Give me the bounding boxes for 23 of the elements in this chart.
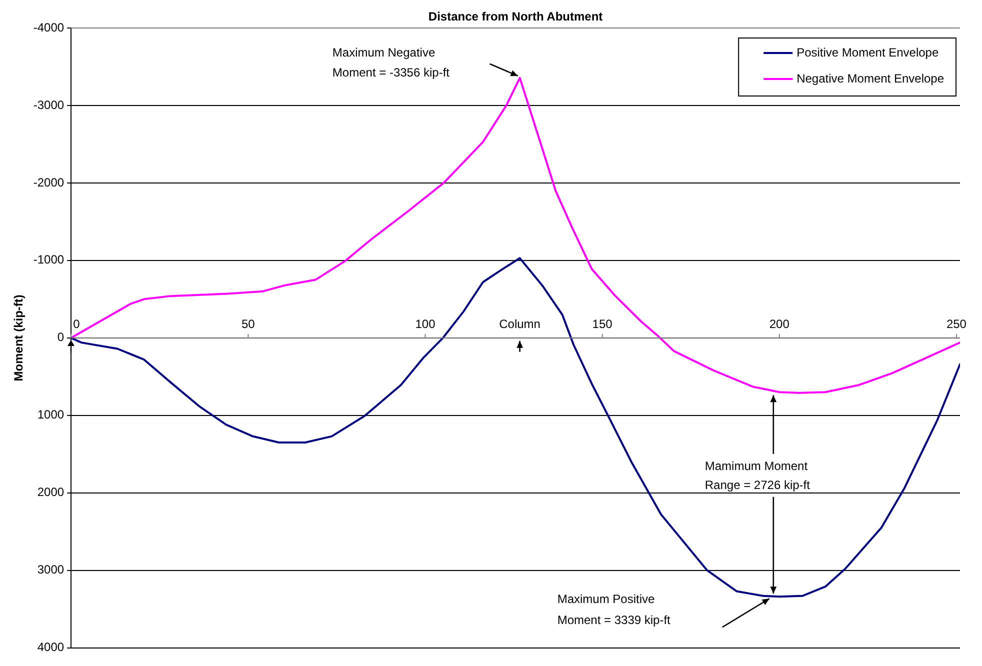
y-tick-label: 2000	[37, 485, 64, 500]
y-tick-label: -1000	[33, 252, 64, 267]
x-tick-label: 150	[592, 317, 613, 332]
legend-label: Positive Moment Envelope	[796, 45, 939, 60]
y-tick-label: -2000	[33, 175, 64, 190]
y-tick-label: 4000	[37, 640, 64, 654]
x-tick-label: 200	[769, 317, 790, 332]
y-axis-title: Moment (kip-ft)	[12, 294, 26, 382]
y-tick-label: -4000	[33, 20, 64, 34]
x-tick-label: 100	[415, 317, 436, 332]
y-tick-label: 1000	[37, 408, 64, 422]
annotation: Maximum Positive Moment = 3339 kip-ft	[557, 592, 672, 628]
x-axis-title: Distance from North Abutment	[428, 9, 603, 24]
legend-label: Negative Moment Envelope	[796, 71, 944, 86]
x-tick-label: 0	[73, 317, 80, 332]
x-tick-label: 250	[946, 317, 967, 332]
annotation: Maximum Negative Moment = -3356 kip-ft	[332, 46, 450, 80]
y-tick-label: 0	[57, 330, 64, 344]
annotation: Mamimum Moment Range = 2726 kip-ft	[704, 458, 811, 492]
y-tick-label: -3000	[33, 98, 64, 112]
x-tick-label: 50	[241, 317, 256, 332]
annotation: Column	[499, 317, 540, 332]
y-tick-label: 3000	[37, 562, 64, 577]
